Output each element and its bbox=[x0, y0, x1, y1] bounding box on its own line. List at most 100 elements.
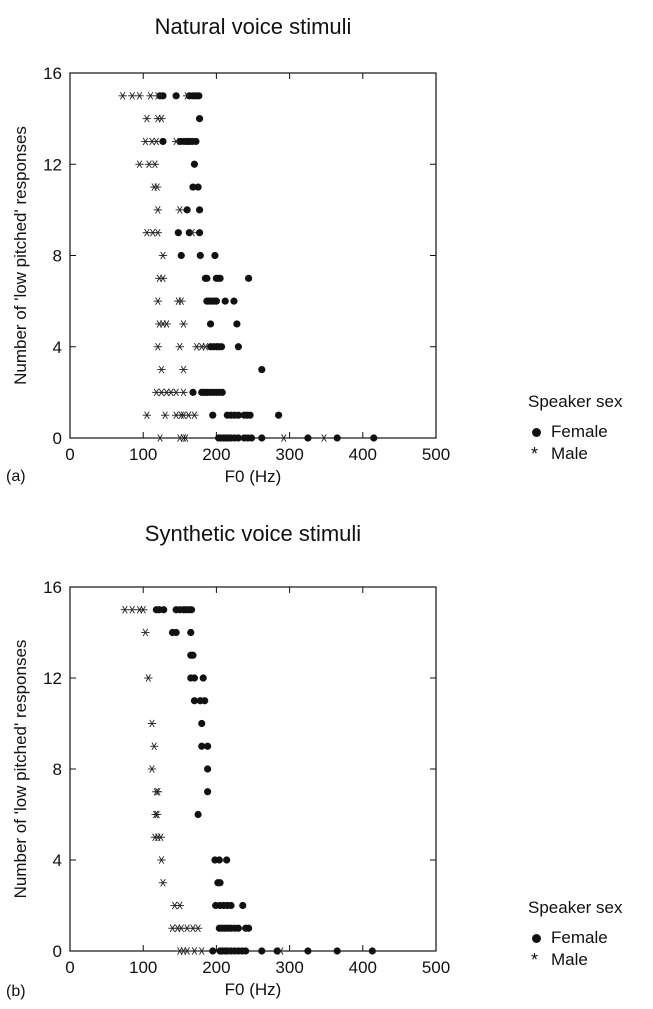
point-male bbox=[157, 114, 166, 123]
point-male bbox=[153, 91, 163, 100]
point-male bbox=[190, 947, 199, 955]
point-female bbox=[206, 320, 215, 328]
point-male bbox=[160, 411, 170, 420]
point-male bbox=[175, 901, 184, 910]
x-axis-label: F0 (Hz) bbox=[225, 980, 282, 999]
point-male bbox=[279, 434, 288, 442]
point-female bbox=[187, 628, 195, 637]
point-male bbox=[193, 924, 203, 933]
point-female bbox=[245, 924, 253, 932]
point-male bbox=[128, 605, 137, 614]
x-tick-label: 100 bbox=[129, 445, 157, 464]
x-tick-label: 500 bbox=[422, 958, 450, 977]
legend-a-male-label: Male bbox=[551, 444, 588, 463]
point-female bbox=[227, 901, 235, 910]
legend-a-male-marker: * bbox=[531, 444, 539, 464]
point-female bbox=[174, 229, 182, 237]
point-female bbox=[216, 879, 224, 887]
point-female bbox=[304, 434, 312, 442]
point-male bbox=[181, 434, 190, 442]
y-tick-label: 4 bbox=[53, 851, 62, 870]
y-tick-label: 8 bbox=[53, 247, 62, 266]
point-female bbox=[217, 343, 226, 351]
point-female bbox=[275, 411, 283, 419]
point-female bbox=[189, 183, 197, 191]
series-male bbox=[118, 91, 329, 442]
point-male bbox=[153, 342, 163, 351]
point-female bbox=[192, 137, 200, 146]
y-axis-label: Number of 'low pitched' responses bbox=[11, 126, 30, 385]
panel-a-plot: 0 100 200 300 400 500 0 4 8 12 16 F0 (Hz) Number of … bbox=[11, 64, 450, 486]
point-female bbox=[204, 765, 212, 773]
point-male bbox=[155, 434, 165, 442]
point-male bbox=[197, 947, 206, 955]
point-male bbox=[182, 91, 192, 100]
point-female bbox=[333, 947, 341, 955]
point-male bbox=[144, 674, 153, 682]
point-female bbox=[183, 206, 191, 214]
point-female bbox=[209, 947, 217, 955]
panel-a-label: (a) bbox=[6, 468, 26, 485]
point-male bbox=[153, 297, 163, 305]
x-tick-label: 500 bbox=[422, 445, 450, 464]
point-male bbox=[142, 114, 152, 123]
x-tick-label: 0 bbox=[65, 958, 74, 977]
y-tick-label: 4 bbox=[53, 338, 62, 357]
point-female bbox=[190, 160, 199, 168]
point-male bbox=[158, 251, 168, 260]
legend-b-female-label: Female bbox=[551, 928, 608, 947]
point-female bbox=[204, 788, 212, 796]
point-female bbox=[196, 251, 204, 260]
point-male bbox=[147, 719, 157, 728]
point-male bbox=[152, 183, 162, 191]
point-female bbox=[215, 856, 223, 864]
point-female bbox=[194, 183, 202, 191]
point-male bbox=[146, 91, 155, 100]
point-female bbox=[258, 365, 266, 374]
point-female bbox=[195, 229, 204, 237]
point-female bbox=[203, 274, 211, 282]
point-male bbox=[157, 365, 166, 374]
panel-a-title: Natural voice stimuli bbox=[154, 14, 352, 39]
x-tick-label: 100 bbox=[129, 958, 157, 977]
point-female bbox=[230, 297, 238, 305]
point-male bbox=[152, 810, 162, 819]
point-female bbox=[218, 388, 226, 396]
point-male bbox=[175, 206, 184, 214]
point-female bbox=[234, 434, 242, 442]
legend-a-male: * Male bbox=[528, 444, 623, 464]
point-female bbox=[233, 320, 241, 328]
point-female bbox=[239, 901, 247, 910]
point-female bbox=[304, 947, 312, 955]
point-female bbox=[187, 606, 196, 614]
panel-b-label: (b) bbox=[6, 983, 26, 1000]
point-male bbox=[162, 320, 171, 328]
y-axis-label: Number of 'low pitched' responses bbox=[11, 640, 30, 899]
legend-a-female-marker bbox=[532, 427, 541, 437]
point-male bbox=[152, 137, 161, 146]
series-female bbox=[152, 606, 376, 955]
point-female bbox=[198, 742, 206, 750]
legend-a-female-label: Female bbox=[551, 422, 608, 441]
point-female bbox=[216, 274, 224, 282]
point-female bbox=[246, 411, 254, 419]
point-female bbox=[177, 251, 185, 260]
point-female bbox=[234, 343, 242, 351]
point-male bbox=[135, 91, 144, 100]
legend-a: Speaker sex Female * Male bbox=[528, 392, 623, 464]
x-tick-label: 200 bbox=[202, 445, 230, 464]
point-male bbox=[182, 947, 192, 955]
x-tick-label: 300 bbox=[275, 445, 303, 464]
point-female bbox=[189, 388, 197, 396]
point-male bbox=[179, 365, 188, 374]
legend-b-male: * Male bbox=[528, 950, 623, 970]
point-female bbox=[190, 674, 199, 682]
point-female bbox=[190, 697, 199, 705]
legend-a-title: Speaker sex bbox=[528, 392, 623, 411]
point-female bbox=[258, 434, 266, 442]
x-tick-label: 300 bbox=[275, 958, 303, 977]
panel-b-title: Synthetic voice stimuli bbox=[144, 521, 362, 546]
point-male bbox=[171, 388, 181, 397]
point-male bbox=[158, 878, 168, 887]
point-female bbox=[159, 92, 167, 100]
